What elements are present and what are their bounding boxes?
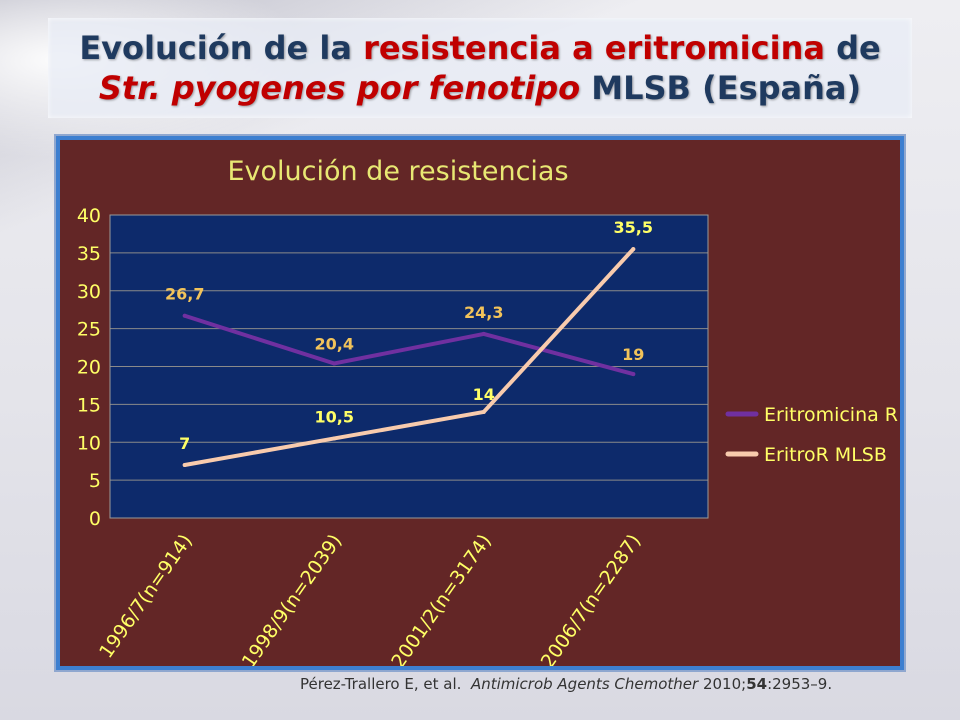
data-point xyxy=(481,409,486,414)
data-point xyxy=(481,331,486,336)
legend-entry: EritroR MLSB xyxy=(764,444,887,466)
citation-part: :2953–9. xyxy=(767,675,833,693)
slide-title: Evolución de la resistencia a eritromici… xyxy=(48,18,912,118)
data-point xyxy=(182,313,187,318)
slide-title-line-2: Str. pyogenes por fenotipo MLSB (España) xyxy=(99,68,861,108)
title-part: Str. pyogenes por fenotipo xyxy=(98,69,581,107)
series-line-1 xyxy=(182,313,636,377)
y-tick-label: 25 xyxy=(77,319,101,341)
data-point xyxy=(631,247,636,252)
data-point xyxy=(631,372,636,377)
title-part: de xyxy=(824,29,881,67)
y-tick-label: 30 xyxy=(77,281,101,303)
y-tick-label: 5 xyxy=(89,470,101,492)
data-label: 19 xyxy=(622,345,644,364)
y-tick-label: 40 xyxy=(77,205,101,227)
data-label: 10,5 xyxy=(315,407,354,426)
chart-area: Evolución de resistencias 0 5 10 15 20 25 30 35 4… xyxy=(60,140,900,666)
plot-border xyxy=(109,214,709,519)
data-point xyxy=(332,436,337,441)
y-tick-label: 35 xyxy=(77,243,101,265)
data-label: 35,5 xyxy=(614,218,653,237)
data-point xyxy=(332,361,337,366)
y-tick-label: 15 xyxy=(77,394,101,416)
series-line-2 xyxy=(182,247,636,467)
slide-title-line-1: Evolución de la resistencia a eritromici… xyxy=(79,28,880,68)
y-tick-label: 0 xyxy=(89,508,101,530)
x-tick-label: 2001/2(n=3174) xyxy=(387,530,496,666)
legend-entry: Eritromicina R xyxy=(764,404,898,426)
citation: Pérez-Trallero E, et al. Antimicrob Agen… xyxy=(300,675,832,693)
data-label: 14 xyxy=(473,385,495,404)
x-tick-label: 1998/9(n=2039) xyxy=(238,530,347,666)
citation-part: 2010; xyxy=(698,675,747,693)
data-point xyxy=(182,462,187,467)
title-part: resistencia a eritromicina xyxy=(363,29,825,67)
title-part: Evolución de la xyxy=(79,29,364,67)
citation-part: 54 xyxy=(746,675,768,693)
data-label: 26,7 xyxy=(165,285,204,304)
line-chart: Evolución de resistencias 0 5 10 15 20 25 30 35 4… xyxy=(77,156,898,666)
y-tick-label: 20 xyxy=(77,357,101,379)
chart-frame: Evolución de resistencias 0 5 10 15 20 25 30 35 4… xyxy=(54,134,906,672)
chart-title: Evolución de resistencias xyxy=(227,156,568,187)
data-label: 20,4 xyxy=(315,334,354,353)
citation-part: Antimicrob Agents Chemother xyxy=(470,675,699,693)
title-part: MLSB (España) xyxy=(580,69,862,107)
x-tick-label: 2006/7(n=2287) xyxy=(537,530,646,666)
data-label: 24,3 xyxy=(464,303,503,322)
citation-part: Pérez-Trallero E, et al. xyxy=(300,675,471,693)
y-tick-label: 10 xyxy=(77,432,101,454)
x-tick-label: 1996/7(n=914) xyxy=(95,530,197,662)
data-label: 7 xyxy=(179,434,190,453)
